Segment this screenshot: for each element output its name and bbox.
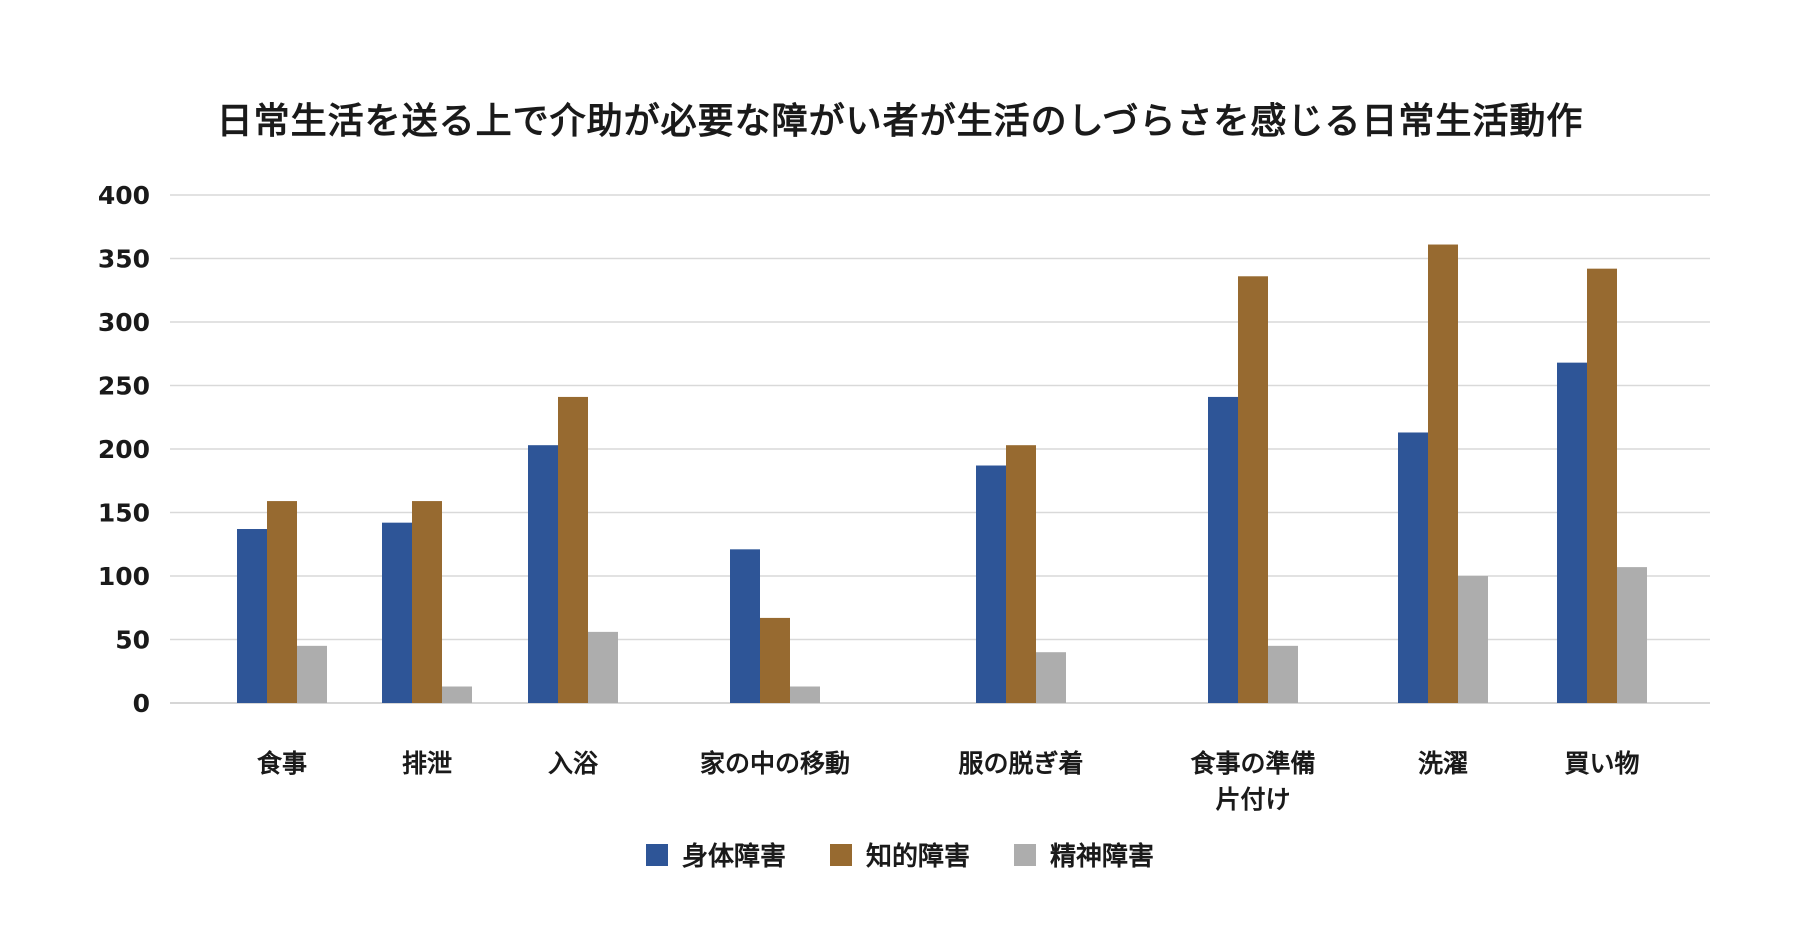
- bar: [1398, 432, 1428, 703]
- bar: [1036, 652, 1066, 703]
- bar: [382, 522, 412, 703]
- legend-label: 精神障害: [1050, 842, 1155, 872]
- bar: [1428, 244, 1458, 703]
- legend-swatch: [829, 843, 852, 866]
- legend-swatch: [1014, 843, 1036, 866]
- legend-label: 身体障害: [681, 842, 786, 872]
- bar: [976, 465, 1006, 703]
- bar: [760, 617, 790, 703]
- bar: [237, 529, 267, 703]
- x-category-label: 食事の準備: [1190, 749, 1315, 778]
- y-tick-label: 250: [98, 372, 150, 401]
- bar: [267, 501, 297, 703]
- bar: [558, 396, 588, 703]
- x-category-label: 片付け: [1215, 785, 1290, 814]
- bar: [1006, 445, 1036, 703]
- x-category-label: 排泄: [402, 749, 452, 778]
- bar: [790, 686, 820, 703]
- bar: [297, 645, 327, 703]
- legend: 身体障害 知的障害 精神障害: [0, 836, 1800, 873]
- y-tick-label: 300: [98, 308, 150, 337]
- bar: [412, 501, 442, 703]
- legend-label: 知的障害: [865, 842, 970, 872]
- legend-item: 知的障害: [829, 836, 970, 873]
- legend-item: 身体障害: [645, 836, 786, 873]
- x-category-label: 家の中の移動: [700, 749, 850, 778]
- y-tick-label: 100: [98, 562, 150, 591]
- bar: [1208, 396, 1238, 703]
- y-axis: 0 50 100 150 200 250 300 350 400: [98, 181, 150, 718]
- bar: [1458, 576, 1488, 703]
- bar: [1238, 276, 1268, 703]
- bar: [528, 445, 558, 703]
- x-category-label: 服の脱ぎ着: [958, 749, 1083, 778]
- y-tick-label: 0: [133, 689, 150, 718]
- y-tick-label: 200: [98, 435, 150, 464]
- bar: [1617, 567, 1647, 703]
- bar: [588, 631, 618, 703]
- x-category-label: 買い物: [1564, 749, 1639, 778]
- bar: [1587, 268, 1617, 703]
- chart-title: 日常生活を送る上で介助が必要な障がい者が生活のしづらさを感じる日常生活動作: [216, 101, 1584, 142]
- y-tick-label: 150: [98, 499, 150, 528]
- bar: [442, 686, 472, 703]
- x-category-label: 洗濯: [1418, 749, 1468, 778]
- bar: [1557, 362, 1587, 703]
- y-tick-label: 400: [98, 181, 150, 210]
- y-tick-label: 50: [115, 626, 150, 655]
- legend-swatch: [645, 843, 668, 866]
- x-category-label: 食事: [257, 749, 307, 778]
- legend-item: 精神障害: [1014, 836, 1154, 873]
- bars: [237, 244, 1647, 703]
- x-category-label: 入浴: [548, 749, 599, 778]
- bar: [1268, 645, 1298, 703]
- y-tick-label: 350: [98, 245, 150, 274]
- bar: [730, 549, 760, 703]
